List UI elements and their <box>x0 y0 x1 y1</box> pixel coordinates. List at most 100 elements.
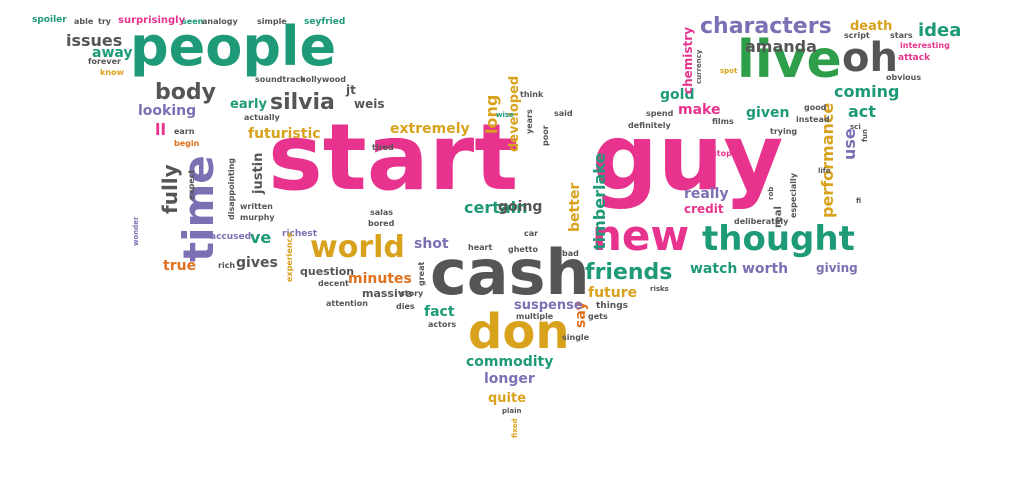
cloud-word: act <box>848 102 876 121</box>
cloud-word: away <box>92 45 133 61</box>
cloud-word: good <box>804 103 827 112</box>
cloud-word: murphy <box>240 213 275 222</box>
cloud-word: instead <box>796 115 830 124</box>
cloud-word: multiple <box>516 312 554 321</box>
cloud-word: characters <box>700 14 832 39</box>
cloud-word: fully <box>158 164 182 214</box>
cloud-word: friends <box>585 260 673 285</box>
cloud-word: live <box>737 30 842 90</box>
cloud-word: weis <box>354 97 385 111</box>
cloud-word: make <box>678 102 721 118</box>
cloud-word: fact <box>424 304 455 320</box>
cloud-word: said <box>554 109 573 118</box>
cloud-word: hollywood <box>300 75 346 84</box>
cloud-word: jt <box>346 83 356 97</box>
cloud-word: body <box>155 80 216 105</box>
cloud-word: shot <box>414 236 449 252</box>
cloud-word: able <box>74 17 94 26</box>
cloud-word: futuristic <box>248 126 321 142</box>
cloud-word: actors <box>428 320 457 329</box>
cloud-word: think <box>520 90 544 99</box>
cloud-word: question <box>300 265 355 278</box>
cloud-word: surprisingly <box>118 15 186 26</box>
cloud-word: longer <box>484 371 535 387</box>
cloud-word: issues <box>66 31 123 50</box>
cloud-word: car <box>524 229 539 238</box>
cloud-word: richest <box>282 229 318 239</box>
cloud-word: gives <box>236 255 278 271</box>
cloud-word: plain <box>502 407 522 415</box>
cloud-word: fi <box>856 197 862 205</box>
cloud-word: try <box>98 17 111 26</box>
cloud-word: minutes <box>348 271 412 287</box>
cloud-word: single <box>562 333 590 342</box>
cloud-word: heart <box>468 243 493 252</box>
cloud-word: watch <box>690 261 738 277</box>
cloud-word: suspense <box>514 298 583 313</box>
cloud-word: interesting <box>900 41 950 50</box>
cloud-word: wonder <box>132 216 140 246</box>
cloud-word: silvia <box>270 90 335 115</box>
cloud-word: stars <box>890 31 913 40</box>
cloud-word: stop <box>712 149 732 158</box>
cloud-word: coming <box>834 82 900 101</box>
cloud-word: idea <box>918 20 962 41</box>
cloud-word: credit <box>684 202 724 216</box>
cloud-word: bad <box>562 249 579 258</box>
cloud-word: begin <box>174 139 200 148</box>
cloud-word: new <box>592 211 690 260</box>
cloud-word: films <box>712 117 734 126</box>
cloud-word: fixed <box>511 418 519 438</box>
cloud-word: seyfried <box>304 17 346 27</box>
cloud-word: gold <box>660 87 695 103</box>
cloud-word: early <box>230 97 267 112</box>
cloud-word: guy <box>592 104 784 211</box>
cloud-word: wise <box>496 111 514 119</box>
cloud-word: risks <box>650 285 669 293</box>
cloud-word: really <box>684 186 729 202</box>
cloud-word: fun <box>861 128 869 142</box>
cloud-word: poor <box>541 125 550 146</box>
cloud-word: thought <box>702 219 855 259</box>
cloud-word: things <box>596 301 629 311</box>
cloud-word: salas <box>370 208 394 217</box>
cloud-word: going <box>498 199 543 215</box>
cloud-word: people <box>130 15 337 78</box>
cloud-word: earn <box>174 127 195 136</box>
cloud-word: bored <box>368 219 395 228</box>
cloud-word: better <box>567 182 583 232</box>
cloud-word: attention <box>326 299 368 308</box>
cloud-word: justin <box>251 152 266 194</box>
cloud-word: quite <box>488 391 527 406</box>
cloud-word: definitely <box>628 121 671 130</box>
cloud-word: script <box>844 31 870 40</box>
cloud-word: worth <box>742 261 789 277</box>
cloud-word: story <box>400 289 424 298</box>
cloud-word: spoiler <box>32 15 67 25</box>
cloud-word: obvious <box>886 73 922 82</box>
cloud-word: future <box>588 285 638 301</box>
cloud-word: ve <box>250 228 272 247</box>
cloud-word: deliberately <box>734 217 789 226</box>
cloud-word: looking <box>138 103 197 119</box>
cloud-word: written <box>240 202 273 211</box>
cloud-word: experience <box>285 232 294 282</box>
cloud-word: world <box>310 230 405 265</box>
cloud-word: seen <box>182 17 204 26</box>
cloud-word: extremely <box>390 121 470 137</box>
cloud-word: true <box>163 258 197 274</box>
cloud-word: great <box>417 261 426 286</box>
cloud-word: especially <box>789 173 798 218</box>
cloud-word: life <box>818 167 831 175</box>
cloud-word: accused <box>210 232 252 242</box>
cloud-word: massive <box>362 287 413 300</box>
cloud-word: actually <box>244 113 280 122</box>
cloud-word: given <box>746 105 790 121</box>
cloud-word: amanda <box>745 37 817 56</box>
cloud-word: chemistry <box>681 26 695 94</box>
cloud-word: tired <box>372 143 394 152</box>
cloud-word: sci <box>850 123 861 131</box>
cloud-word: rich <box>218 261 236 270</box>
cloud-word: analogy <box>202 17 238 26</box>
